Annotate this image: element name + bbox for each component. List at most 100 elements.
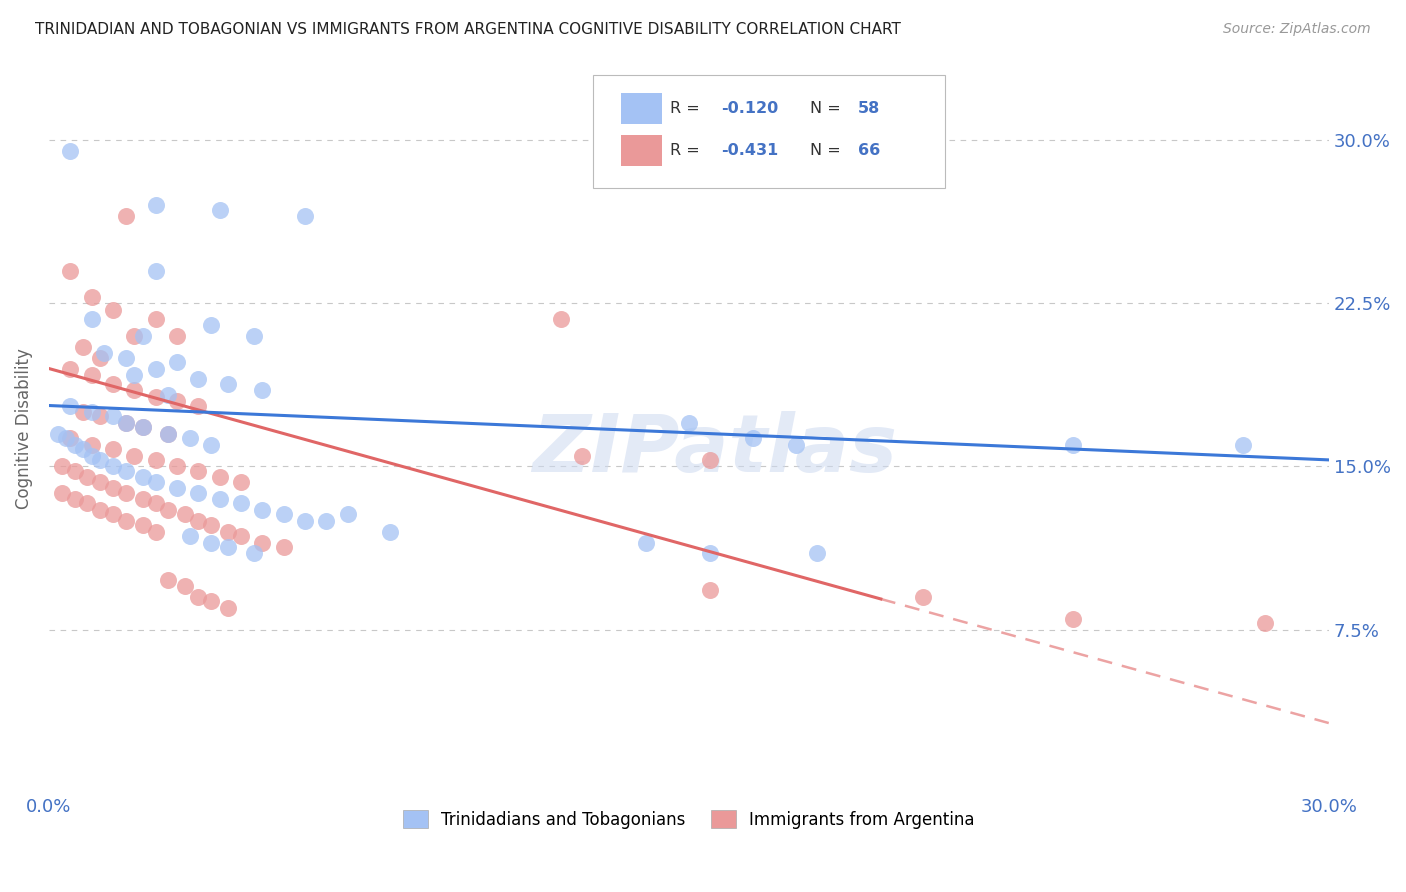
Point bbox=[89, 475, 111, 489]
Point bbox=[229, 475, 252, 489]
Point bbox=[80, 405, 103, 419]
Point bbox=[59, 361, 82, 376]
Point bbox=[166, 459, 188, 474]
Point bbox=[132, 470, 155, 484]
Point bbox=[80, 368, 103, 382]
Point bbox=[80, 449, 103, 463]
Point bbox=[124, 329, 146, 343]
Point bbox=[273, 508, 295, 522]
Y-axis label: Cognitive Disability: Cognitive Disability bbox=[15, 348, 32, 508]
Point bbox=[124, 384, 146, 398]
Point bbox=[145, 263, 167, 277]
Point bbox=[157, 503, 180, 517]
Point bbox=[187, 372, 209, 386]
Legend: Trinidadians and Tobagonians, Immigrants from Argentina: Trinidadians and Tobagonians, Immigrants… bbox=[396, 804, 981, 835]
Point bbox=[166, 329, 188, 343]
Point bbox=[741, 431, 763, 445]
Text: N =: N = bbox=[810, 144, 846, 158]
Point bbox=[80, 311, 103, 326]
Point bbox=[132, 420, 155, 434]
Point bbox=[145, 524, 167, 539]
Point bbox=[336, 508, 359, 522]
Point bbox=[114, 351, 136, 365]
Point bbox=[157, 573, 180, 587]
Point bbox=[208, 202, 231, 217]
Point bbox=[200, 594, 222, 608]
Point bbox=[174, 508, 197, 522]
Point bbox=[166, 481, 188, 495]
Point bbox=[51, 459, 73, 474]
Point bbox=[699, 453, 721, 467]
Point bbox=[912, 590, 935, 604]
Point bbox=[315, 514, 337, 528]
Point bbox=[132, 420, 155, 434]
Point bbox=[145, 475, 167, 489]
Point bbox=[72, 442, 94, 456]
Text: 58: 58 bbox=[858, 101, 880, 116]
Point bbox=[187, 485, 209, 500]
Point bbox=[101, 302, 124, 317]
Point bbox=[101, 508, 124, 522]
FancyBboxPatch shape bbox=[593, 75, 945, 188]
Point bbox=[252, 503, 274, 517]
Point bbox=[217, 540, 239, 554]
Point bbox=[380, 524, 402, 539]
Point bbox=[72, 340, 94, 354]
Point bbox=[80, 290, 103, 304]
Bar bbox=[621, 93, 662, 124]
Point bbox=[229, 529, 252, 543]
Point bbox=[51, 485, 73, 500]
Point bbox=[550, 311, 572, 326]
Point bbox=[200, 318, 222, 332]
Point bbox=[187, 514, 209, 528]
Point bbox=[114, 416, 136, 430]
Point bbox=[63, 438, 86, 452]
Point bbox=[166, 394, 188, 409]
Text: TRINIDADIAN AND TOBAGONIAN VS IMMIGRANTS FROM ARGENTINA COGNITIVE DISABILITY COR: TRINIDADIAN AND TOBAGONIAN VS IMMIGRANTS… bbox=[35, 22, 901, 37]
Point bbox=[89, 351, 111, 365]
Point bbox=[124, 368, 146, 382]
Point bbox=[699, 583, 721, 598]
Point bbox=[1062, 438, 1084, 452]
Point bbox=[63, 491, 86, 506]
Point bbox=[114, 209, 136, 223]
Point bbox=[145, 311, 167, 326]
Point bbox=[145, 453, 167, 467]
Point bbox=[124, 449, 146, 463]
Point bbox=[242, 546, 264, 560]
Text: N =: N = bbox=[810, 101, 846, 116]
Point bbox=[174, 579, 197, 593]
Point bbox=[806, 546, 828, 560]
Point bbox=[217, 524, 239, 539]
Point bbox=[59, 263, 82, 277]
Point bbox=[46, 426, 69, 441]
Point bbox=[101, 409, 124, 424]
Point bbox=[157, 387, 180, 401]
Text: -0.431: -0.431 bbox=[721, 144, 778, 158]
Point bbox=[636, 535, 658, 549]
Point bbox=[114, 485, 136, 500]
Point bbox=[294, 209, 316, 223]
Point bbox=[200, 438, 222, 452]
Point bbox=[242, 329, 264, 343]
Point bbox=[114, 464, 136, 478]
Point bbox=[80, 438, 103, 452]
Point bbox=[145, 361, 167, 376]
Point bbox=[89, 409, 111, 424]
Point bbox=[89, 503, 111, 517]
Point bbox=[1254, 615, 1277, 630]
Text: -0.120: -0.120 bbox=[721, 101, 778, 116]
Point bbox=[145, 390, 167, 404]
Point bbox=[101, 481, 124, 495]
Point bbox=[273, 540, 295, 554]
Point bbox=[187, 399, 209, 413]
Text: R =: R = bbox=[669, 144, 704, 158]
Point bbox=[571, 449, 593, 463]
Point bbox=[93, 346, 115, 360]
Point bbox=[166, 355, 188, 369]
Point bbox=[59, 399, 82, 413]
Point bbox=[132, 491, 155, 506]
Point bbox=[294, 514, 316, 528]
Point bbox=[252, 384, 274, 398]
Text: ZIPatlas: ZIPatlas bbox=[531, 411, 897, 489]
